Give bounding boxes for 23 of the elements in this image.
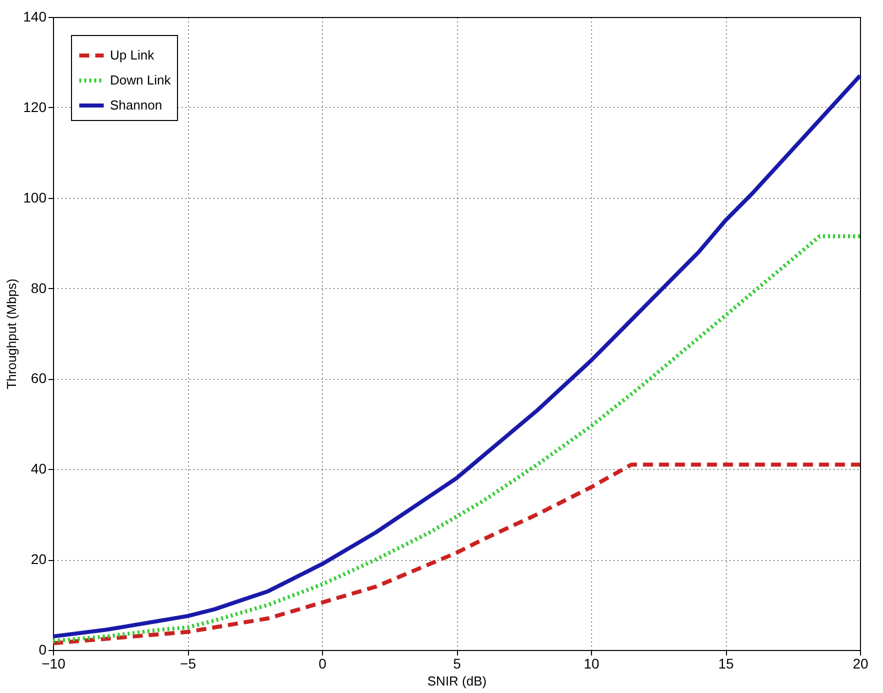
line-series bbox=[51, 234, 862, 643]
y-tick-label: 40 bbox=[30, 460, 47, 477]
y-tick-label: 140 bbox=[23, 8, 47, 24]
line-series bbox=[51, 462, 862, 646]
y-tick-label: 0 bbox=[38, 642, 47, 658]
x-axis-title: SNIR (dB) bbox=[427, 674, 487, 688]
x-tick-label: 5 bbox=[453, 656, 462, 672]
y-tick-label: 120 bbox=[23, 98, 47, 115]
y-axis-title: Throughput (Mbps) bbox=[4, 278, 20, 390]
legend-label: Shannon bbox=[110, 98, 162, 112]
x-tick-label: 20 bbox=[852, 656, 868, 672]
y-tick-label: 20 bbox=[30, 551, 47, 568]
x-tick-label: 0 bbox=[318, 656, 327, 672]
x-tick-label: 10 bbox=[584, 656, 600, 672]
x-tick-label: 15 bbox=[718, 656, 734, 672]
y-tick-label: 80 bbox=[30, 280, 47, 296]
y-tick-label: 100 bbox=[23, 189, 47, 206]
legend-label: Down Link bbox=[110, 72, 172, 88]
x-tick-label: −5 bbox=[180, 656, 196, 672]
legend-label: Up Link bbox=[110, 48, 155, 62]
x-tick-label: −10 bbox=[42, 656, 66, 672]
line-series bbox=[51, 74, 862, 638]
y-tick-label: 60 bbox=[30, 370, 47, 386]
